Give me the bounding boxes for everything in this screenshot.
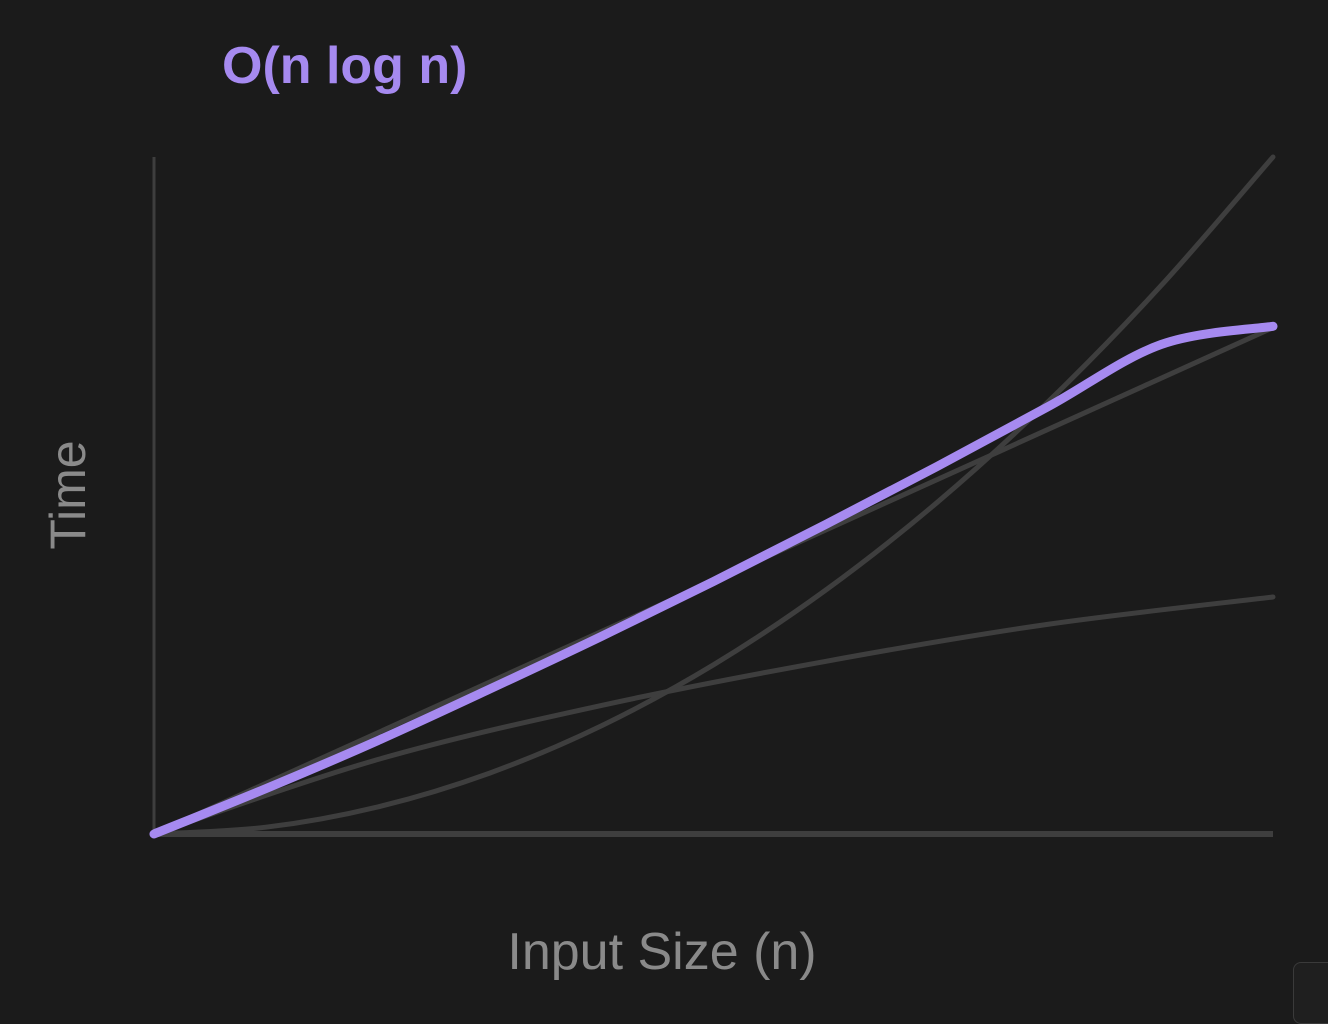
chart-plot-area: [149, 154, 1278, 839]
series-group: [149, 154, 1278, 839]
corner-control[interactable]: [1293, 962, 1328, 1024]
axes-group: [152, 157, 1273, 837]
chart-title: O(n log n): [222, 37, 468, 95]
series-line-log: [151, 594, 1276, 837]
series-line-quadratic: [151, 154, 1276, 837]
x-axis-label: Input Size (n): [507, 923, 817, 981]
series-line-n-log-n: [149, 321, 1278, 839]
